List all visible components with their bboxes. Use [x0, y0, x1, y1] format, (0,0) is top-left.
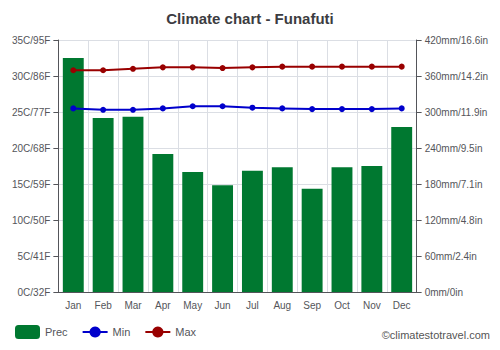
svg-text:Mar: Mar: [124, 300, 142, 311]
svg-text:Aug: Aug: [273, 300, 291, 311]
svg-text:420mm/16.6in: 420mm/16.6in: [425, 35, 488, 46]
svg-text:10C/50F: 10C/50F: [12, 215, 50, 226]
svg-text:Jul: Jul: [246, 300, 259, 311]
svg-text:May: May: [183, 300, 202, 311]
svg-text:180mm/7.1in: 180mm/7.1in: [425, 179, 483, 190]
svg-text:Oct: Oct: [334, 300, 350, 311]
svg-text:Apr: Apr: [155, 300, 171, 311]
svg-text:20C/68F: 20C/68F: [12, 143, 50, 154]
svg-text:Feb: Feb: [95, 300, 113, 311]
svg-text:Sep: Sep: [303, 300, 321, 311]
svg-text:15C/59F: 15C/59F: [12, 179, 50, 190]
svg-text:0C/32F: 0C/32F: [18, 287, 51, 298]
svg-text:Jun: Jun: [215, 300, 231, 311]
svg-text:Jan: Jan: [65, 300, 81, 311]
svg-text:25C/77F: 25C/77F: [12, 107, 50, 118]
svg-text:240mm/9.5in: 240mm/9.5in: [425, 143, 483, 154]
svg-text:5C/41F: 5C/41F: [18, 251, 51, 262]
svg-text:60mm/2.4in: 60mm/2.4in: [425, 251, 477, 262]
svg-text:©climatestotravel.com: ©climatestotravel.com: [382, 329, 490, 341]
svg-text:Dec: Dec: [393, 300, 411, 311]
svg-text:0mm/0in: 0mm/0in: [425, 287, 463, 298]
svg-text:Prec: Prec: [45, 326, 68, 338]
svg-text:Max: Max: [175, 326, 196, 338]
svg-text:Climate chart - Funafuti: Climate chart - Funafuti: [166, 10, 334, 27]
svg-text:120mm/4.8in: 120mm/4.8in: [425, 215, 483, 226]
svg-text:Nov: Nov: [363, 300, 381, 311]
svg-text:300mm/11.9in: 300mm/11.9in: [425, 107, 488, 118]
svg-text:35C/95F: 35C/95F: [12, 35, 50, 46]
svg-text:Min: Min: [113, 326, 131, 338]
svg-text:360mm/14.2in: 360mm/14.2in: [425, 71, 488, 82]
svg-text:30C/86F: 30C/86F: [12, 71, 50, 82]
